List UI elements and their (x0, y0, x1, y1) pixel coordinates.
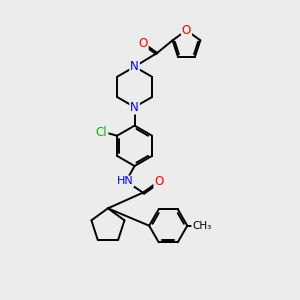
Text: N: N (130, 60, 139, 73)
Text: Cl: Cl (96, 126, 107, 140)
Text: O: O (139, 37, 148, 50)
Text: O: O (182, 24, 191, 37)
Text: HN: HN (116, 176, 133, 186)
Text: CH₃: CH₃ (192, 221, 212, 231)
Text: O: O (154, 176, 164, 188)
Text: N: N (130, 100, 139, 114)
